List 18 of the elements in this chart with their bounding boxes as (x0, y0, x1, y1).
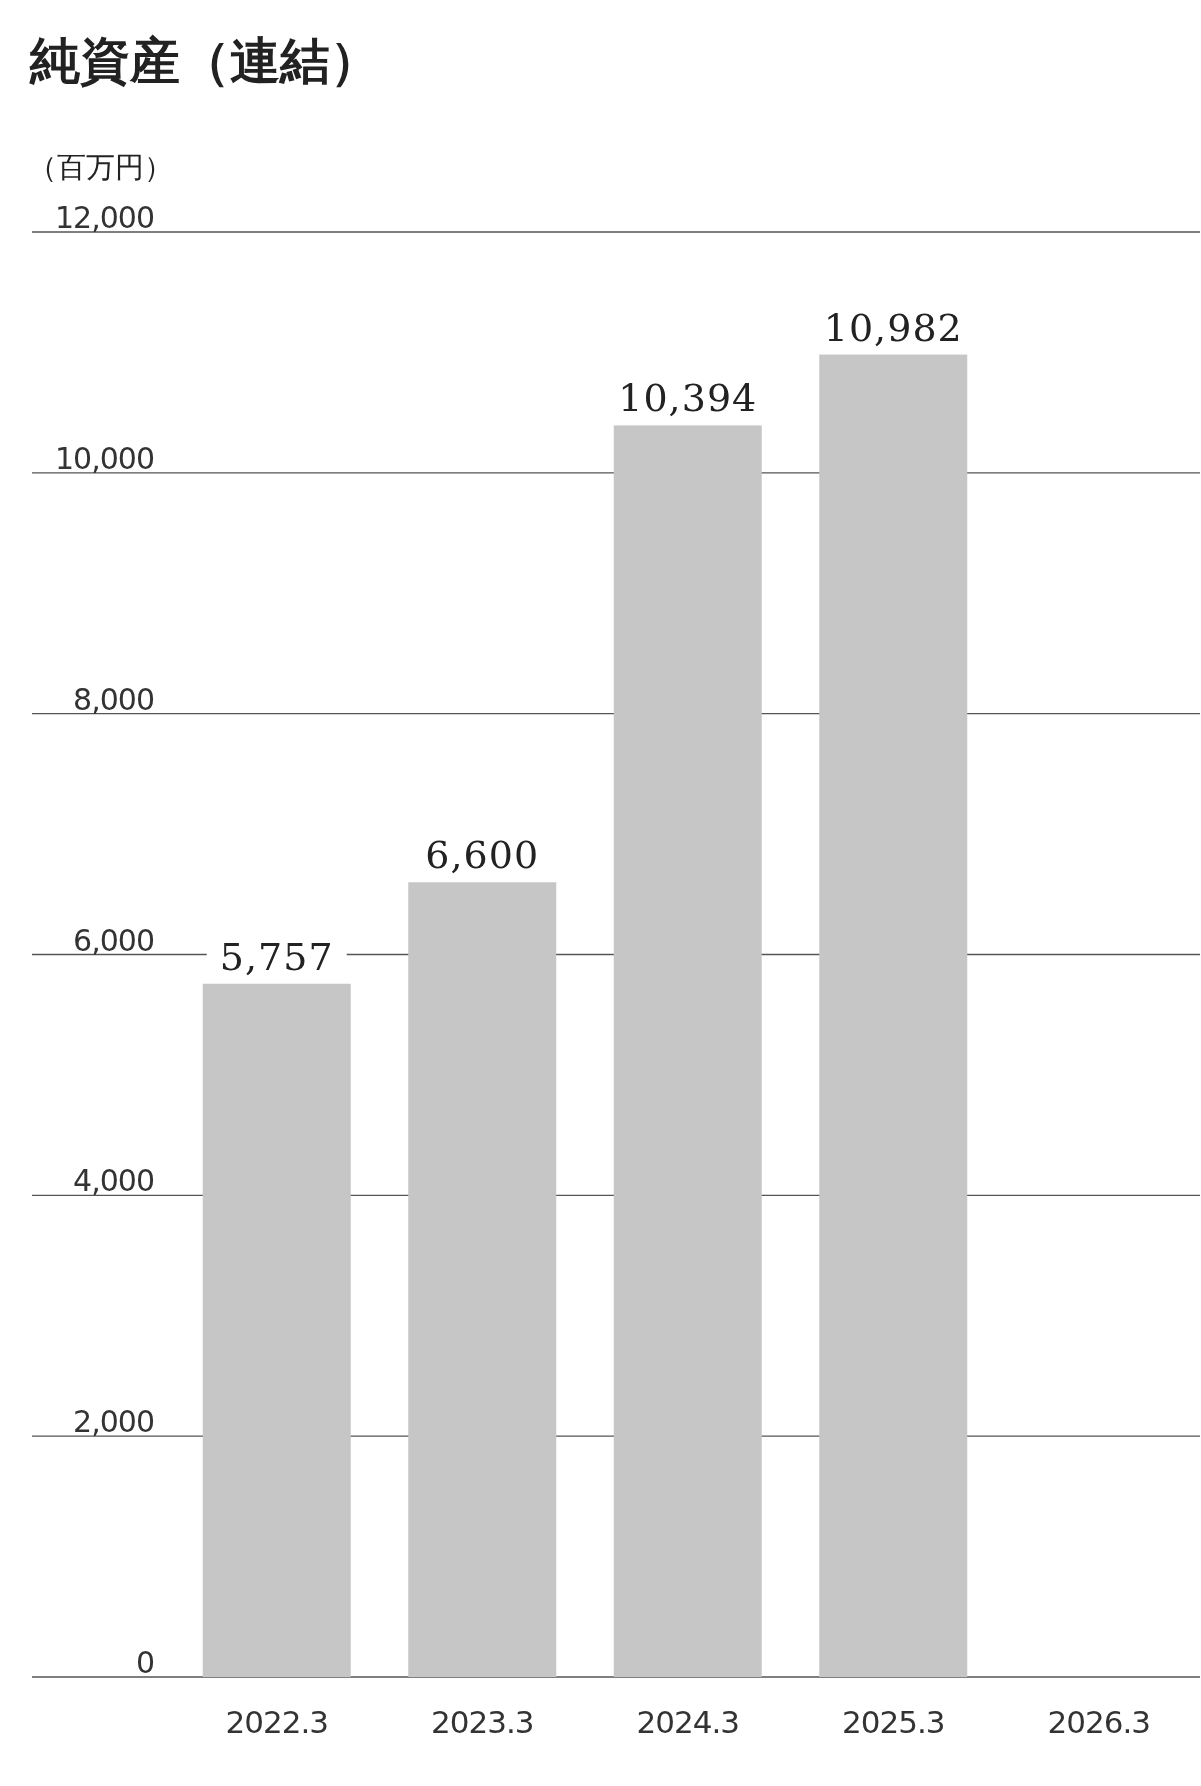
data-label: 6,600 (425, 833, 540, 878)
x-tick-label: 2024.3 (636, 1704, 739, 1740)
y-tick-label: 12,000 (55, 200, 154, 235)
chart-title: 純資産（連結） (29, 31, 380, 90)
y-tick-label: 4,000 (73, 1163, 154, 1199)
y-tick-label: 0 (135, 1645, 154, 1680)
data-label: 10,394 (618, 376, 758, 421)
y-axis-title: （百万円） (28, 150, 173, 184)
data-label: 10,982 (823, 305, 963, 350)
y-tick-label: 2,000 (73, 1404, 154, 1440)
y-tick-label: 8,000 (73, 681, 154, 717)
x-tick-label: 2022.3 (225, 1704, 328, 1740)
y-tick-label: 10,000 (55, 440, 154, 476)
x-tick-label: 2025.3 (842, 1704, 945, 1740)
x-tick-label: 2026.3 (1047, 1704, 1150, 1740)
x-tick-label: 2023.3 (431, 1704, 534, 1740)
y-tick-label: 6,000 (73, 922, 154, 958)
data-label: 5,757 (219, 934, 334, 979)
